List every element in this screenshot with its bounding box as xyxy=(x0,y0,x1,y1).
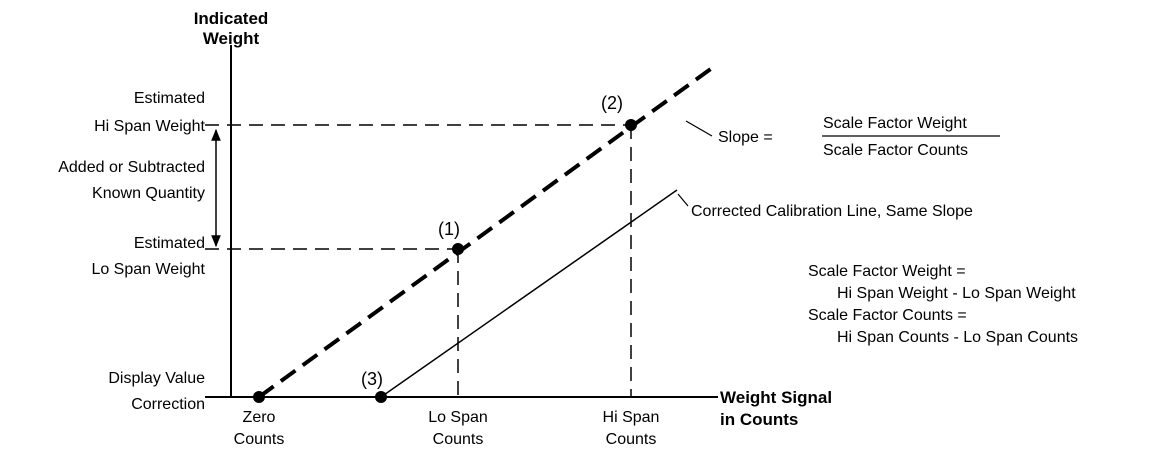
corrected-leader xyxy=(677,193,689,207)
slope-leader xyxy=(685,120,713,137)
point-label: (2) xyxy=(601,93,623,113)
x-label: Counts xyxy=(606,431,657,448)
formula: Scale Factor Counts = xyxy=(808,307,967,324)
x-label: Counts xyxy=(234,431,285,448)
y-label: Estimated xyxy=(134,235,205,252)
point-label: (1) xyxy=(438,219,460,239)
slope-numerator: Scale Factor Weight xyxy=(823,115,967,132)
x-axis-title: in Counts xyxy=(720,410,798,429)
y-label: Hi Span Weight xyxy=(94,118,205,135)
slope-label: Slope = xyxy=(718,129,773,146)
formula: Hi Span Weight - Lo Span Weight xyxy=(837,285,1076,302)
y-label: Known Quantity xyxy=(92,185,205,202)
x-label: Counts xyxy=(433,431,484,448)
corrected-line xyxy=(380,189,678,398)
y-axis-title: Indicated xyxy=(194,9,269,28)
y-label: Correction xyxy=(131,396,205,413)
x-label: Zero xyxy=(243,409,276,426)
point-label: (3) xyxy=(361,369,383,389)
point xyxy=(253,391,265,403)
x-label: Lo Span xyxy=(428,409,488,426)
y-label: Lo Span Weight xyxy=(91,261,205,278)
x-label: Hi Span xyxy=(603,409,660,426)
point xyxy=(375,391,387,403)
y-label: Display Value xyxy=(108,370,205,387)
formula: Hi Span Counts - Lo Span Counts xyxy=(837,329,1078,346)
y-axis-title: Weight xyxy=(203,29,260,48)
point xyxy=(452,243,464,255)
y-label: Added or Subtracted xyxy=(58,159,205,176)
point xyxy=(625,119,637,131)
corrected-line-label: Corrected Calibration Line, Same Slope xyxy=(691,203,973,220)
y-label: Estimated xyxy=(134,90,205,107)
formula: Scale Factor Weight = xyxy=(808,263,966,280)
slope-denominator: Scale Factor Counts xyxy=(823,142,968,159)
calibration-line xyxy=(257,66,714,399)
x-axis-title: Weight Signal xyxy=(720,388,832,407)
